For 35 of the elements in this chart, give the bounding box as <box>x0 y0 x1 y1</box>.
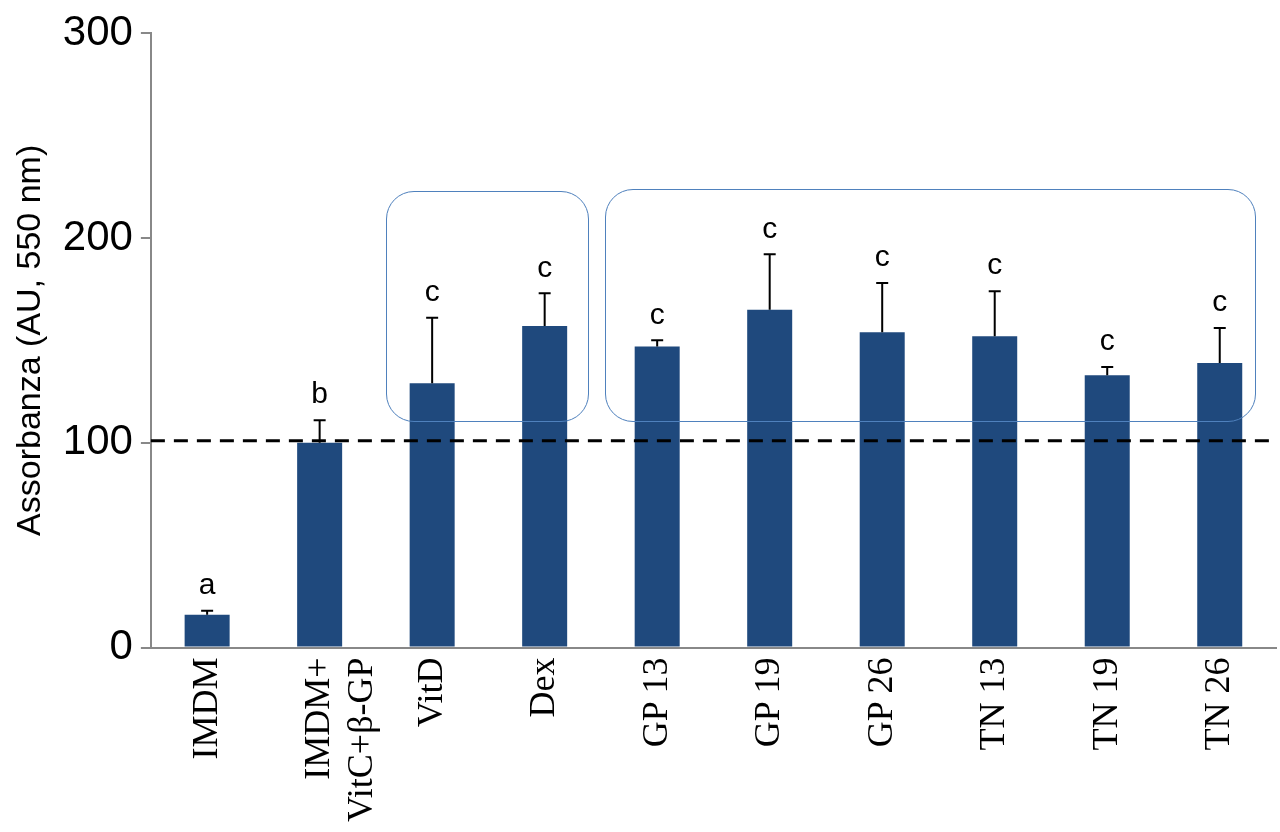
bar <box>297 442 343 647</box>
annotation: c <box>649 296 665 330</box>
x-tick-label: GP 26 <box>859 657 900 748</box>
x-tick-label: IMDM <box>184 657 225 760</box>
bar <box>1197 362 1243 647</box>
annotation: c <box>874 239 890 273</box>
bar <box>859 332 905 647</box>
x-tick-label: TN 19 <box>1084 657 1125 751</box>
bar <box>634 346 680 647</box>
annotation: c <box>424 274 440 308</box>
y-tick-label: 100 <box>62 416 133 464</box>
y-tick-label: 300 <box>62 6 133 54</box>
annotation: c <box>1212 284 1228 318</box>
annotation: c <box>762 210 778 244</box>
x-tick-label: Dex <box>522 657 563 718</box>
x-tick-label: GP 13 <box>634 657 675 748</box>
bar <box>522 326 568 647</box>
y-axis-title: Assorbanza (AU, 550 nm) <box>8 144 47 536</box>
bar <box>747 309 793 647</box>
bar <box>1084 375 1130 647</box>
bar <box>184 614 230 647</box>
x-tick-label: IMDM+ VitC+β-GP <box>297 657 381 823</box>
annotation: a <box>198 566 216 600</box>
annotation: c <box>1099 323 1115 357</box>
bar <box>972 336 1018 647</box>
x-tick-label: TN 13 <box>972 657 1013 751</box>
bar <box>409 383 455 647</box>
x-tick-label: VitD <box>409 657 450 728</box>
annotation: b <box>311 376 328 410</box>
x-tick-label: GP 19 <box>747 657 788 748</box>
y-tick-label: 0 <box>109 621 133 669</box>
x-tick-label: TN 26 <box>1197 657 1238 751</box>
annotation: c <box>537 249 553 283</box>
annotation: c <box>987 247 1003 281</box>
y-tick-label: 200 <box>62 211 133 259</box>
